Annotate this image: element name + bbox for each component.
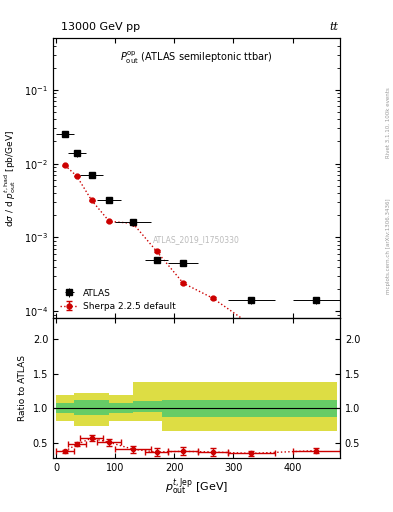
Y-axis label: Ratio to ATLAS: Ratio to ATLAS (18, 355, 27, 421)
Legend: ATLAS, Sherpa 2.2.5 default: ATLAS, Sherpa 2.2.5 default (57, 286, 178, 314)
Text: mcplots.cern.ch [arXiv:1306.3436]: mcplots.cern.ch [arXiv:1306.3436] (386, 198, 391, 293)
Text: tt: tt (329, 22, 338, 32)
Text: $P_{\mathrm{out}}^{\mathrm{op}}$ (ATLAS semileptonic ttbar): $P_{\mathrm{out}}^{\mathrm{op}}$ (ATLAS … (120, 50, 273, 66)
Y-axis label: d$\sigma$ / d $p_{\mathrm{out}}^{t,\mathrm{had}}$ [pb/GeV]: d$\sigma$ / d $p_{\mathrm{out}}^{t,\math… (3, 130, 18, 227)
Text: ATLAS_2019_I1750330: ATLAS_2019_I1750330 (153, 236, 240, 244)
X-axis label: $p_{\mathrm{out}}^{t,\mathrm{Jep}}$ [GeV]: $p_{\mathrm{out}}^{t,\mathrm{Jep}}$ [GeV… (165, 476, 228, 497)
Text: 13000 GeV pp: 13000 GeV pp (61, 22, 140, 32)
Text: Rivet 3.1.10, 100k events: Rivet 3.1.10, 100k events (386, 88, 391, 158)
